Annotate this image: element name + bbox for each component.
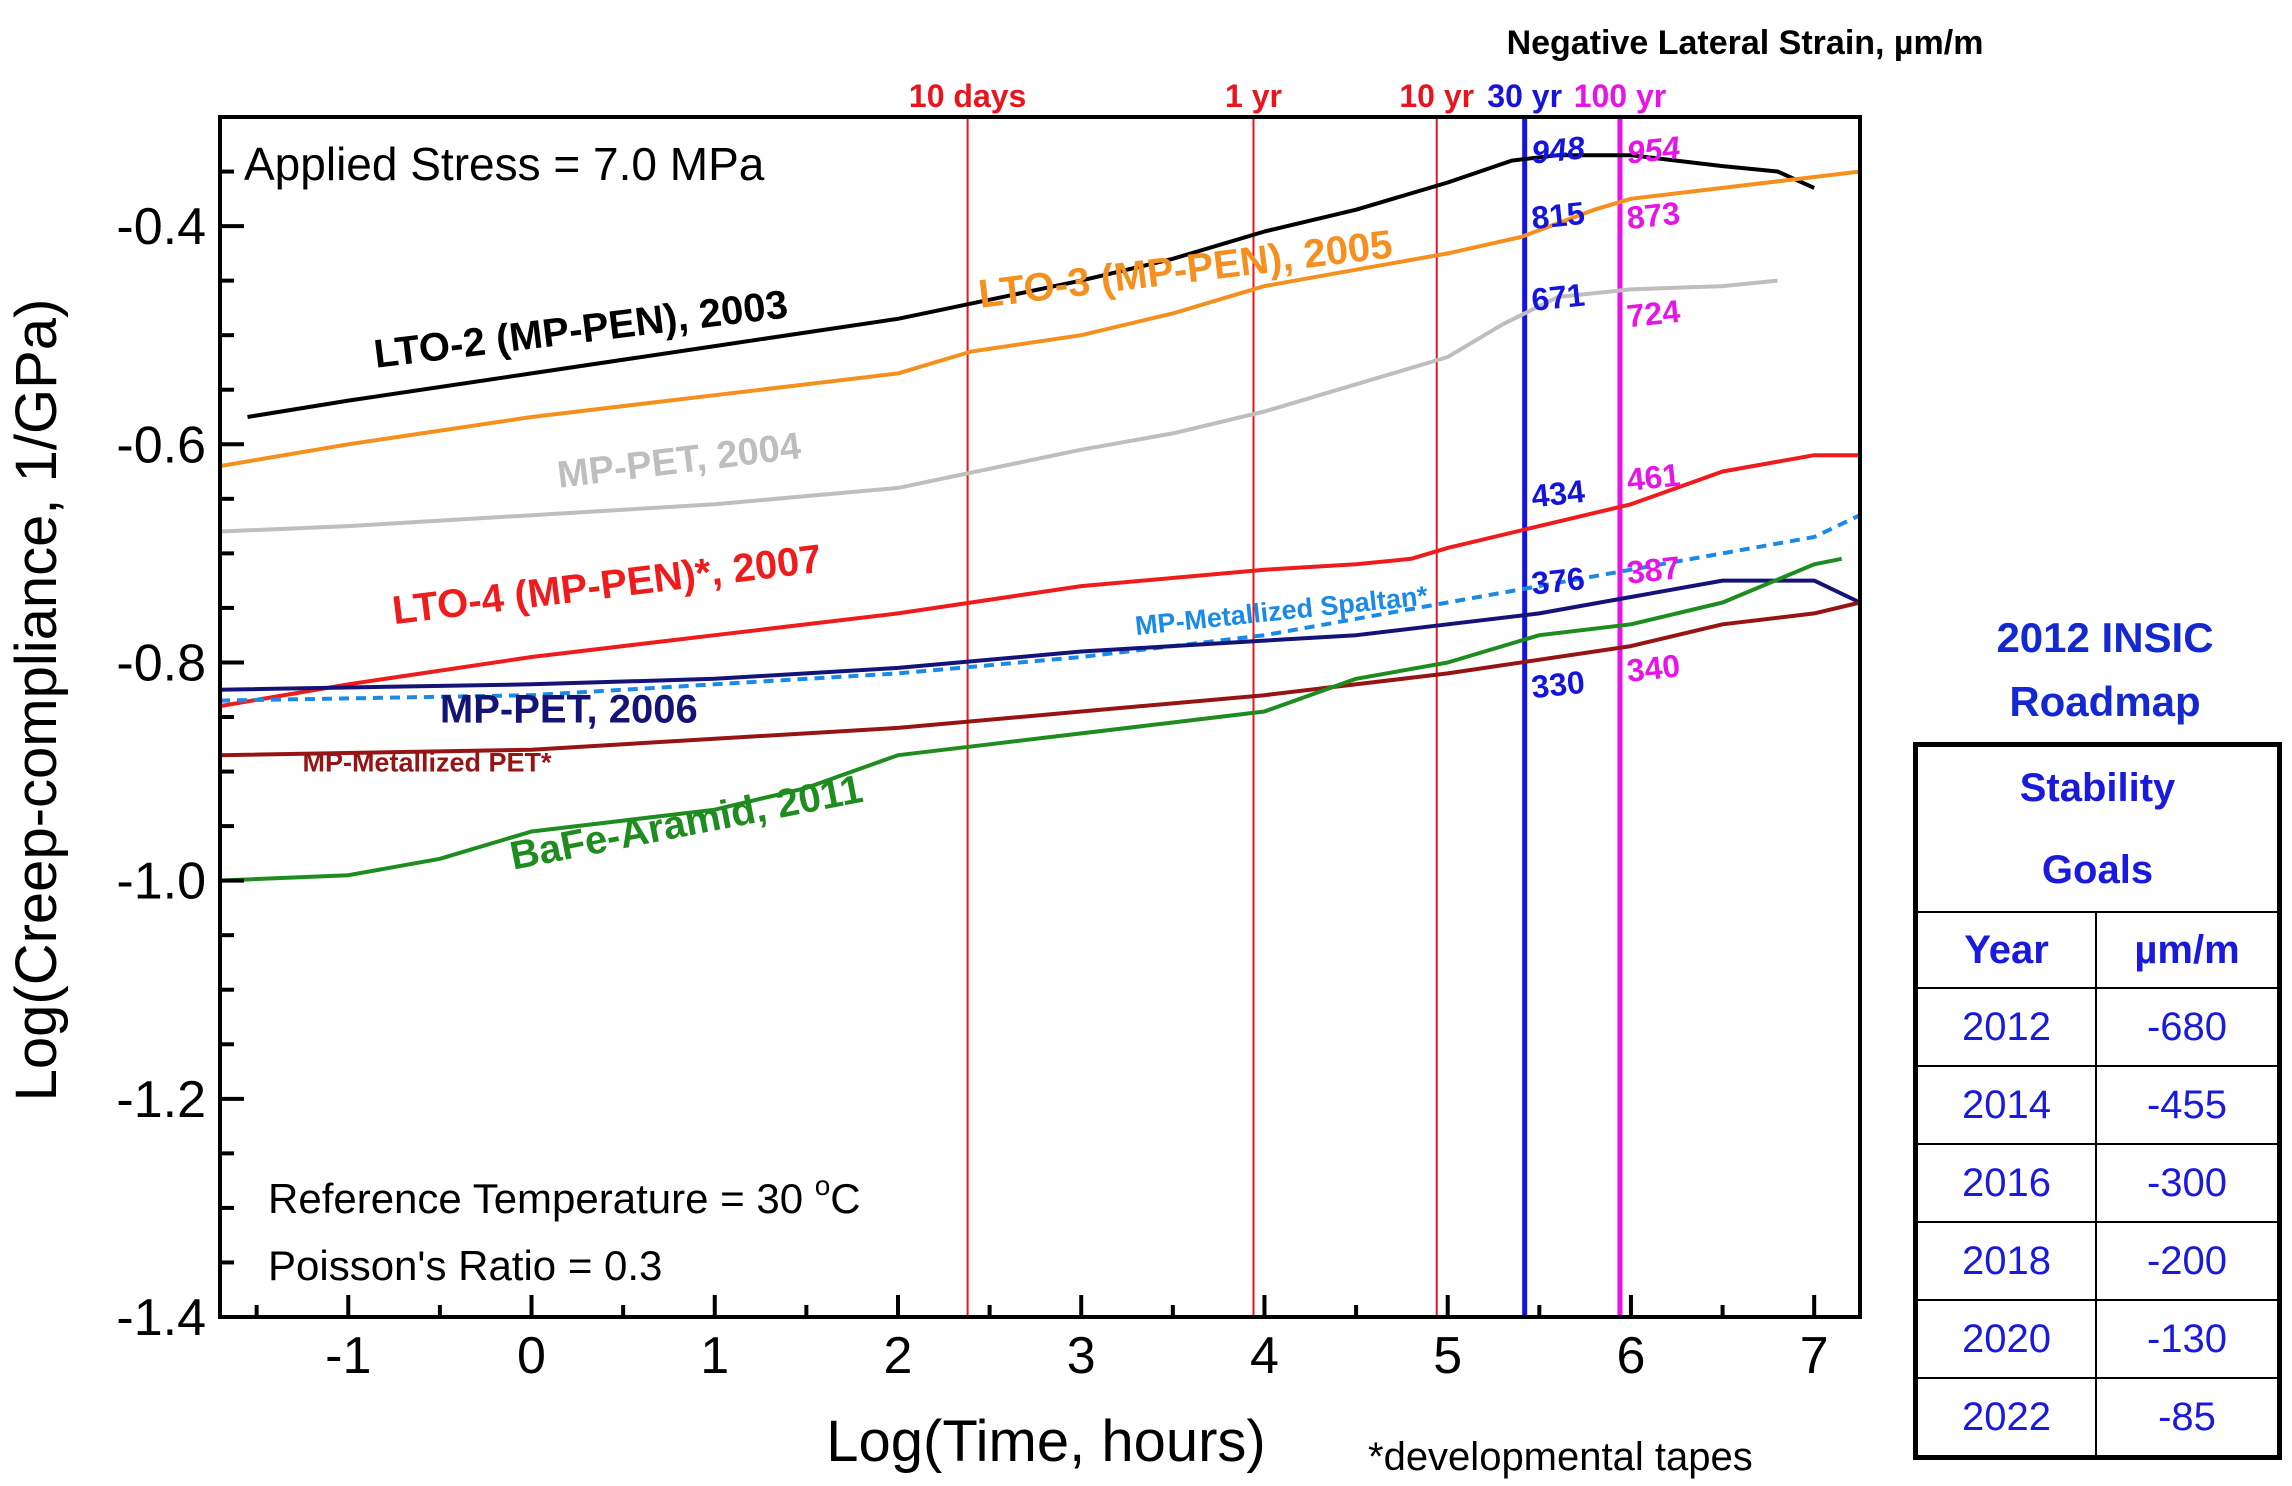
- y-tick-label: -1.0: [116, 853, 206, 911]
- marker-label: 10 days: [909, 78, 1026, 114]
- strain-label: 873: [1625, 195, 1682, 236]
- roadmap-title-line1: 2012 INSIC: [1996, 614, 2214, 661]
- year-cell: 2016: [1914, 1143, 2097, 1223]
- table-title-row: Stability Goals: [1914, 743, 2281, 913]
- x-tick-label: 1: [700, 1327, 729, 1385]
- y-tick-label: -0.6: [116, 416, 206, 474]
- x-tick-label: 4: [1250, 1327, 1279, 1385]
- series-label: MP-PET, 2006: [440, 687, 698, 731]
- marker-label: 10 yr: [1399, 78, 1474, 114]
- series-line: [219, 556, 1843, 883]
- strain-label: 671: [1530, 277, 1587, 318]
- series-line: [219, 600, 1861, 758]
- degree-superscript: o: [815, 1170, 831, 1201]
- strain-label: 461: [1625, 457, 1682, 498]
- footnote: *developmental tapes: [1368, 1435, 1753, 1479]
- year-column-header: Year: [1914, 911, 2097, 989]
- table-title-line2: Goals: [2041, 848, 2154, 892]
- series-line: [219, 453, 1860, 709]
- year-cell: 2018: [1914, 1221, 2097, 1301]
- x-tick-label: 2: [884, 1327, 913, 1385]
- value-cell: -680: [2095, 987, 2281, 1067]
- strain-label: 434: [1530, 473, 1587, 514]
- x-tick-label: 6: [1616, 1327, 1645, 1385]
- table-row: 2018 -200: [1914, 1221, 2281, 1301]
- y-tick-label: -0.4: [116, 198, 206, 256]
- strain-label: 340: [1625, 647, 1682, 688]
- strain-label: 815: [1530, 195, 1587, 236]
- year-cell: 2022: [1914, 1377, 2097, 1459]
- x-tick-label: 5: [1433, 1327, 1462, 1385]
- y-tick-label: -1.2: [116, 1071, 206, 1129]
- year-cell: 2020: [1914, 1299, 2097, 1379]
- series-label: MP-Metallized PET*: [302, 748, 552, 778]
- series-label: LTO-4 (MP-PEN)*, 2007: [390, 537, 824, 633]
- year-cell: 2012: [1914, 987, 2097, 1067]
- value-cell: -455: [2095, 1065, 2281, 1145]
- y-tick-label: -1.4: [116, 1289, 206, 1347]
- marker-label: 100 yr: [1574, 78, 1667, 114]
- series-line: [219, 169, 1861, 469]
- table-row: 2014 -455: [1914, 1065, 2281, 1145]
- table-row: 2016 -300: [1914, 1143, 2281, 1223]
- year-cell: 2014: [1914, 1065, 2097, 1145]
- top-axis-label: Negative Lateral Strain, µm/m: [1507, 24, 1984, 62]
- table-row: 2020 -130: [1914, 1299, 2281, 1379]
- x-tick-label: -1: [325, 1327, 371, 1385]
- table-row: 2022 -85: [1914, 1377, 2281, 1459]
- roadmap-title-line2: Roadmap: [2009, 678, 2201, 725]
- table-title-line1: Stability: [2019, 766, 2176, 810]
- strain-label: 724: [1625, 293, 1682, 334]
- x-tick-label: 0: [517, 1327, 546, 1385]
- value-cell: -300: [2095, 1143, 2281, 1223]
- strain-label: 387: [1625, 549, 1682, 590]
- x-tick-label: 7: [1800, 1327, 1829, 1385]
- strain-label: 948: [1530, 129, 1587, 170]
- value-cell: -130: [2095, 1299, 2281, 1379]
- poisson-annotation: Poisson's Ratio = 0.3: [268, 1242, 662, 1289]
- stability-goals-table: Stability Goals Year µm/m 2012 -680 2014-…: [1913, 742, 2282, 1460]
- marker-label: 30 yr: [1487, 78, 1562, 114]
- series-label: LTO-2 (MP-PEN), 2003: [371, 282, 790, 376]
- table-title: Stability Goals: [1914, 743, 2281, 913]
- stress-annotation: Applied Stress = 7.0 MPa: [244, 138, 765, 190]
- value-column-header: µm/m: [2095, 911, 2281, 989]
- y-tick-label: -0.8: [116, 634, 206, 692]
- value-cell: -200: [2095, 1221, 2281, 1301]
- series-label: BaFe-Aramid, 2011: [507, 767, 867, 878]
- series-line: [219, 578, 1861, 692]
- series-line: [247, 153, 1816, 419]
- temperature-annotation: Reference Temperature = 30 oC: [268, 1170, 861, 1222]
- x-tick-label: 3: [1067, 1327, 1096, 1385]
- y-axis-label: Log(Creep-compliance, 1/GPa): [4, 299, 69, 1102]
- series-line: [219, 278, 1778, 534]
- series-label: MP-PET, 2004: [555, 425, 803, 497]
- table-row: 2012 -680: [1914, 987, 2281, 1067]
- roadmap-title: 2012 INSIC Roadmap: [1880, 606, 2292, 734]
- series-label: LTO-3 (MP-PEN), 2005: [976, 222, 1395, 316]
- value-cell: -85: [2095, 1377, 2281, 1459]
- strain-label: 954: [1625, 129, 1682, 170]
- strain-label: 330: [1530, 664, 1587, 705]
- strain-label: 376: [1530, 560, 1587, 601]
- table-header-row: Year µm/m: [1914, 911, 2281, 989]
- marker-label: 1 yr: [1225, 78, 1282, 114]
- x-axis-label: Log(Time, hours): [826, 1409, 1265, 1474]
